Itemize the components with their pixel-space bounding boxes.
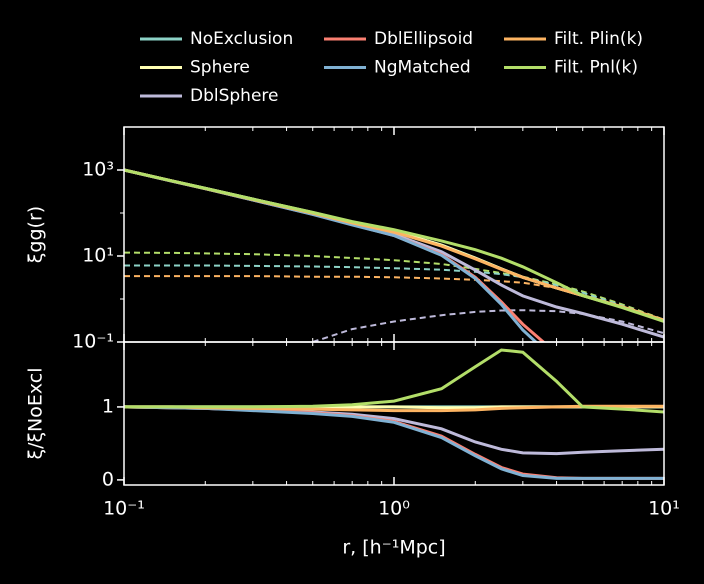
legend-label: Filt. Pnl(k) xyxy=(554,58,638,78)
y-tick-label: 10⁻¹ xyxy=(72,331,114,353)
plot-area xyxy=(124,348,664,480)
series-line xyxy=(124,168,664,323)
x-tick-label: 10⁻¹ xyxy=(103,498,145,520)
x-axis-label: r, [h⁻¹Mpc] xyxy=(342,537,445,559)
legend-label: DblSphere xyxy=(190,86,279,106)
y-tick-label: 1 xyxy=(102,395,114,417)
legend-label: NoExclusion xyxy=(190,29,293,49)
dashed-line xyxy=(312,309,664,342)
y-tick-label: 10¹ xyxy=(82,245,114,267)
axes-frame xyxy=(123,341,665,486)
plot-area xyxy=(124,168,664,342)
y-axis-label: ξgg(r) xyxy=(25,206,47,263)
series-line xyxy=(124,168,664,322)
series-line xyxy=(124,168,664,322)
series-line xyxy=(124,168,664,322)
series-line xyxy=(124,348,664,414)
series-line xyxy=(124,168,546,342)
y-tick-label: 0 xyxy=(102,468,114,490)
x-tick-label: 10⁰ xyxy=(378,498,410,520)
legend-label: NgMatched xyxy=(374,58,471,78)
series-line xyxy=(124,405,664,456)
series-line xyxy=(124,168,539,342)
legend-label: Sphere xyxy=(190,58,250,78)
dashed-line xyxy=(124,251,664,321)
legend-label: DblEllipsoid xyxy=(374,29,473,49)
legend-label: Filt. Plin(k) xyxy=(554,29,643,49)
y-tick-label: 10³ xyxy=(82,159,114,181)
y-axis-label: ξ/ξNoExcl xyxy=(25,367,47,459)
x-tick-label: 10¹ xyxy=(648,498,680,520)
